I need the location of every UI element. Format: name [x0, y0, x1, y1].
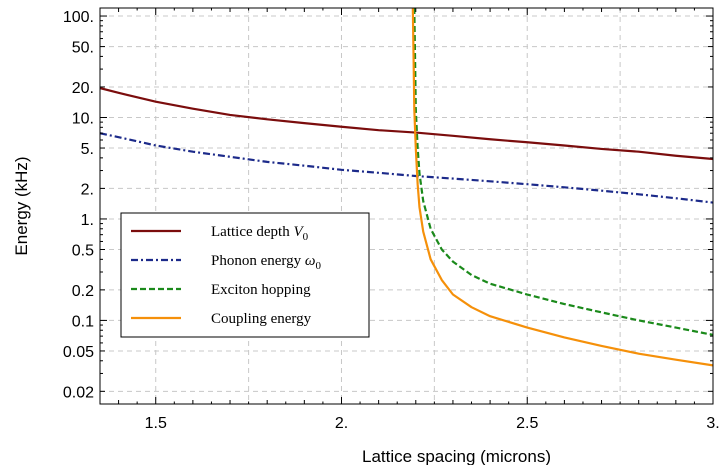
- y-tick-label: 1.: [81, 212, 94, 229]
- x-tick-label: 2.: [335, 415, 348, 432]
- series-line-2: [413, 8, 713, 336]
- y-tick-label: 0.5: [72, 242, 94, 259]
- series-line-0: [100, 87, 713, 161]
- x-tick-label: 1.5: [145, 415, 167, 432]
- y-axis-label: Energy (kHz): [12, 156, 31, 255]
- grid: [100, 8, 714, 404]
- y-tick-label: 2.: [81, 181, 94, 198]
- y-tick-label: 20.: [72, 80, 94, 97]
- y-tick-label: 0.02: [63, 384, 94, 401]
- x-tick-label: 3.: [706, 415, 719, 432]
- legend-label-3: Coupling energy: [211, 311, 312, 327]
- y-tick-label: 0.1: [72, 313, 94, 330]
- legend-label-2: Exciton hopping: [211, 282, 311, 298]
- y-tick-label: 0.2: [72, 283, 94, 300]
- series-line-1: [100, 132, 713, 204]
- x-tick-label: 2.5: [516, 415, 538, 432]
- ticks: 1.5 2. 2.5 3. 0.02 0.05 0.1 0.2 0.5 1. 2. 5. 10. 20. 5…: [63, 8, 720, 432]
- y-tick-label: 0.05: [63, 344, 94, 361]
- y-tick-label: 100.: [63, 9, 94, 26]
- legend-box: [120, 212, 370, 338]
- legend-label-1: Phonon energy ω0: [211, 253, 321, 272]
- y-tick-label: 10.: [72, 110, 94, 127]
- y-tick-label: 50.: [72, 40, 94, 57]
- series-line-3: [411, 8, 713, 367]
- plot-frame: [99, 7, 714, 405]
- x-axis-label: Lattice spacing (microns): [362, 447, 551, 465]
- legend-label-0: Lattice depth V0: [211, 224, 309, 243]
- series-layer: [100, 8, 713, 367]
- legend: Lattice depth V0 Phonon energy ω0 Exciton …: [120, 212, 370, 338]
- y-tick-label: 5.: [81, 141, 94, 158]
